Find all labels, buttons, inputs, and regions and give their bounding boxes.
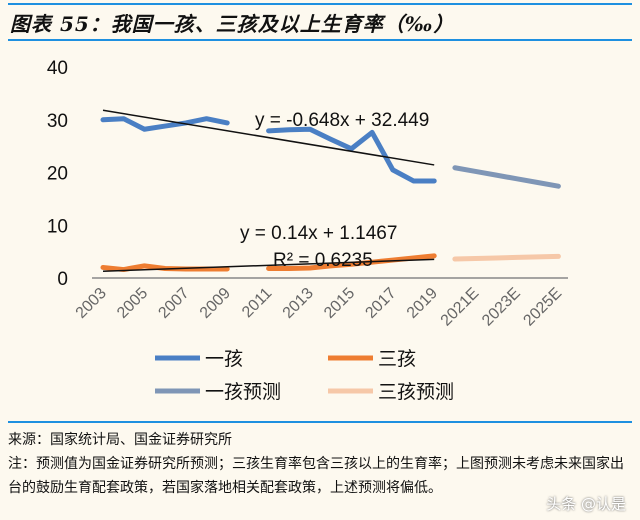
note-text: 注：预测值为国金证券研究所预测；三孩生育率包含三孩以上的生育率；上图预测未考虑未…: [8, 456, 624, 496]
footer-rule: [8, 421, 632, 423]
trendline-1: [102, 109, 435, 166]
watermark: 头条 @认是: [546, 495, 626, 513]
trend-equation-1: y = -0.648x + 32.449: [255, 110, 429, 131]
title-rule: [8, 39, 632, 41]
chart-title: 图表 55：我国一孩、三孩及以上生育率（‰）: [10, 12, 455, 36]
legend-label: 三孩预测: [378, 381, 454, 403]
x-tick-label: 2015: [321, 285, 358, 322]
series-line-1: [100, 116, 230, 132]
series-line-3: [452, 165, 561, 189]
x-tick-label: 2017: [362, 285, 399, 322]
y-tick-label: 20: [47, 164, 68, 185]
trend-r2-2: R² = 0.6235: [273, 250, 373, 271]
trend-equation-2: y = 0.14x + 1.1467: [240, 223, 397, 244]
trendline-2: [102, 258, 435, 272]
series-line-1: [266, 126, 437, 184]
series-line-2: [266, 253, 437, 272]
x-tick-label: 2009: [197, 285, 234, 322]
y-tick-label: 30: [47, 111, 68, 132]
x-tick-label: 2019: [404, 285, 441, 322]
x-tick-label: 2023E: [479, 285, 524, 330]
legend-label: 一孩: [205, 348, 243, 370]
series-line-4: [452, 253, 561, 262]
y-tick-label: 40: [47, 58, 68, 79]
x-tick-label: 2003: [73, 285, 110, 322]
legend-label: 一孩预测: [205, 381, 281, 403]
top-rule: [8, 3, 632, 5]
x-tick-label: 2011: [239, 285, 275, 321]
y-tick-label: 10: [47, 216, 68, 237]
x-tick-label: 2025E: [520, 285, 565, 330]
legend-label: 三孩: [378, 348, 416, 370]
x-tick-label: 2005: [114, 285, 151, 322]
y-tick-label: 0: [57, 269, 68, 290]
x-tick-label: 2007: [155, 285, 192, 322]
x-tick-label: 2013: [280, 285, 317, 322]
x-tick-label: 2021E: [438, 285, 483, 330]
source-text: 来源：国家统计局、国金证券研究所: [8, 432, 232, 448]
